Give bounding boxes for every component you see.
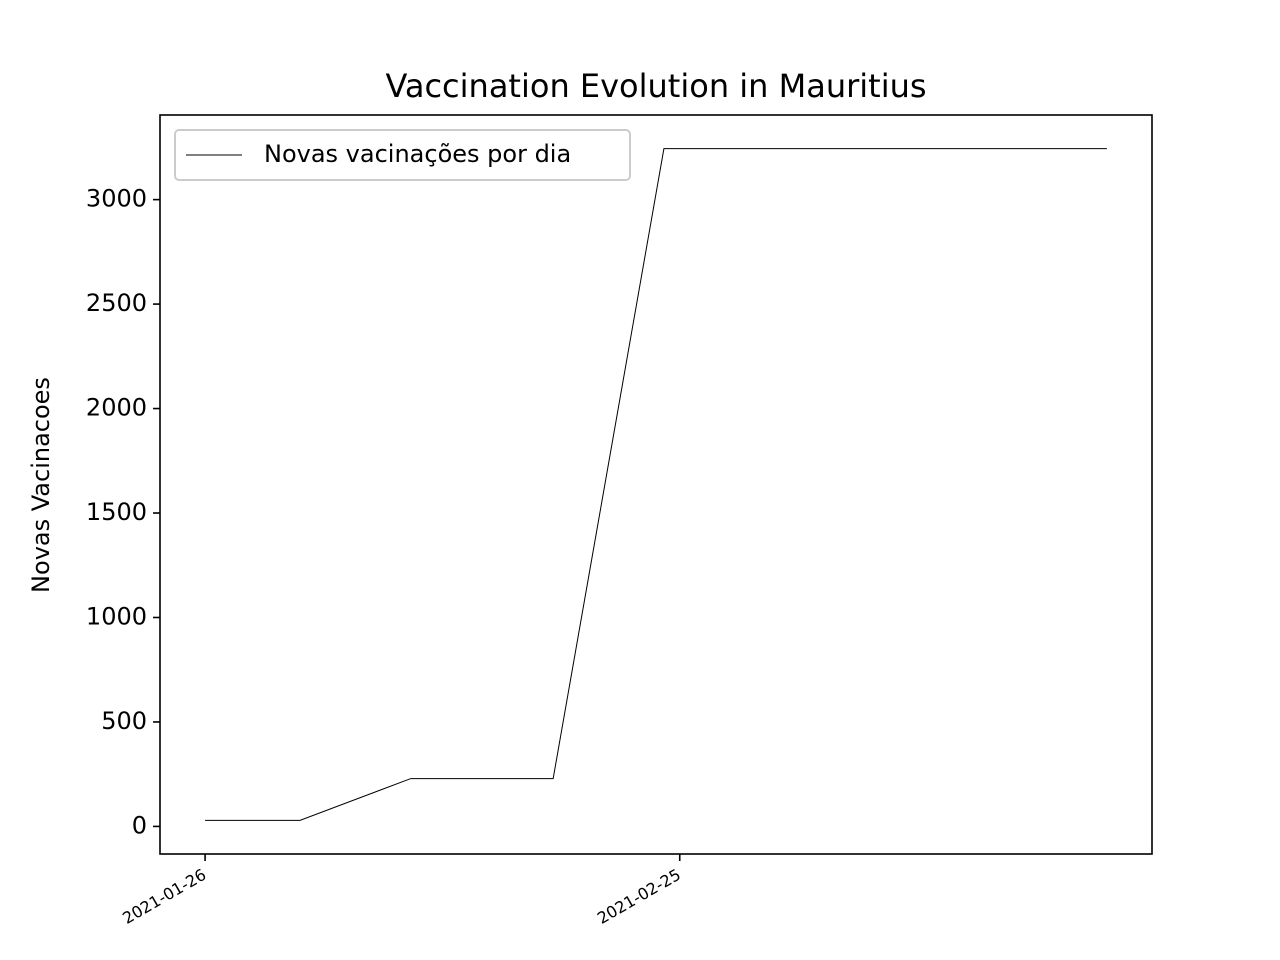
chart-title: Vaccination Evolution in Mauritius xyxy=(385,67,926,105)
x-tick-label: 2021-02-25 xyxy=(594,865,684,928)
plot-frame xyxy=(159,114,1153,855)
y-tick-label: 3000 xyxy=(86,185,147,213)
y-tick-label: 1000 xyxy=(86,602,147,630)
y-tick-label: 500 xyxy=(101,707,147,735)
data-line xyxy=(205,148,1107,821)
y-tick-label: 1500 xyxy=(86,498,147,526)
legend: Novas vacinações por dia xyxy=(174,129,631,181)
y-tick-label: 0 xyxy=(132,811,147,839)
y-axis-label: Novas Vacinacoes xyxy=(27,377,55,593)
y-tick-label: 2000 xyxy=(86,394,147,422)
x-axis-label: Date xyxy=(627,957,684,960)
y-tick-label: 2500 xyxy=(86,289,147,317)
legend-box xyxy=(174,129,631,181)
x-tick-label: 2021-01-26 xyxy=(119,865,209,928)
legend-label: Novas vacinações por dia xyxy=(264,140,571,168)
